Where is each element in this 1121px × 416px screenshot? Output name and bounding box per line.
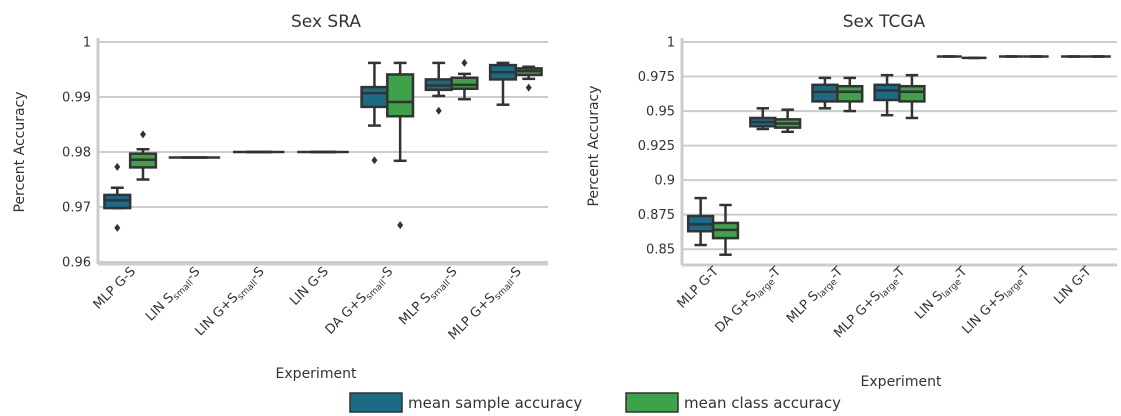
legend: mean sample accuracy mean class accuracy [349,392,841,413]
box-body [811,83,839,103]
outlier-point [140,130,146,139]
y-tick-label: 1 [667,36,675,51]
outlier-point [114,223,121,232]
box-body [873,83,901,102]
x-axis-label: Experiment [861,374,942,390]
outlier-point [114,162,121,171]
x-tick-label: LIN Slarge-T [912,264,972,324]
chart-sex-sra: Sex SRA Experiment Percent Accuracy 0.96… [12,12,548,382]
x-tick-label: DA G+Slarge-T [712,264,785,337]
legend-label-class: mean class accuracy [684,394,841,412]
outlier-point [435,106,442,115]
box-sample [686,196,715,247]
box-sample [360,61,389,165]
y-axis-label: Percent Accuracy [586,85,602,206]
x-tick-label: LIN G+Ssmall-S [193,264,269,340]
x-tick-label: MLP Ssmall-S [396,264,461,329]
box-class [836,76,864,113]
box-class [898,73,926,120]
x-tick-label: DA G+Ssmall-S [323,264,398,339]
y-tick-label: 0.96 [62,256,91,271]
box-body [360,85,389,109]
box-sample [424,61,453,115]
x-tick-label: LIN G-S [287,264,332,309]
box-class [711,203,740,256]
box-sample [488,61,518,106]
y-tick-label: 0.85 [646,243,675,258]
x-axis-label: Experiment [276,366,357,382]
y-tick-label: 0.97 [62,201,91,216]
x-tick-label: MLP Slarge-T [784,264,848,328]
y-tick-label: 1 [83,36,91,51]
chart-sex-tcga: Sex TCGA Experiment Percent Accuracy 0.8… [586,12,1117,390]
box-body [450,76,479,90]
box-sample [811,76,839,110]
y-tick-label: 0.975 [638,70,675,85]
box-class [386,61,415,230]
legend-label-sample: mean sample accuracy [408,394,582,412]
y-tick-label: 0.98 [62,146,91,161]
chart-title: Sex SRA [291,12,361,32]
outlier-point [371,156,378,165]
x-tick-label: LIN Ssmall-S [143,264,205,326]
x-tick-label: MLP G-S [91,264,139,312]
chart-title: Sex TCGA [843,12,926,32]
y-tick-label: 0.95 [646,105,675,120]
box-sample [103,162,132,232]
box-body [836,84,864,103]
y-tick-label: 0.875 [638,208,675,223]
box-class [450,58,479,101]
outlier-point [525,83,532,92]
x-tick-label: MLP G-T [675,264,722,311]
outlier-point [397,221,404,230]
outlier-point [461,58,468,67]
box-class [514,65,543,92]
box-body [898,84,926,103]
box-body [386,73,415,118]
box-class [773,108,802,134]
y-tick-label: 0.9 [654,174,675,189]
legend-swatch-class [625,392,679,413]
box-class [128,130,158,181]
y-tick-label: 0.925 [638,139,675,154]
y-axis-label: Percent Accuracy [12,91,28,212]
y-tick-label: 0.99 [62,91,91,106]
legend-swatch-sample [349,392,403,413]
box-sample [873,73,901,117]
x-tick-label: LIN G-T [1051,264,1094,307]
x-tick-label: LIN G+Slarge-T [959,264,1034,339]
